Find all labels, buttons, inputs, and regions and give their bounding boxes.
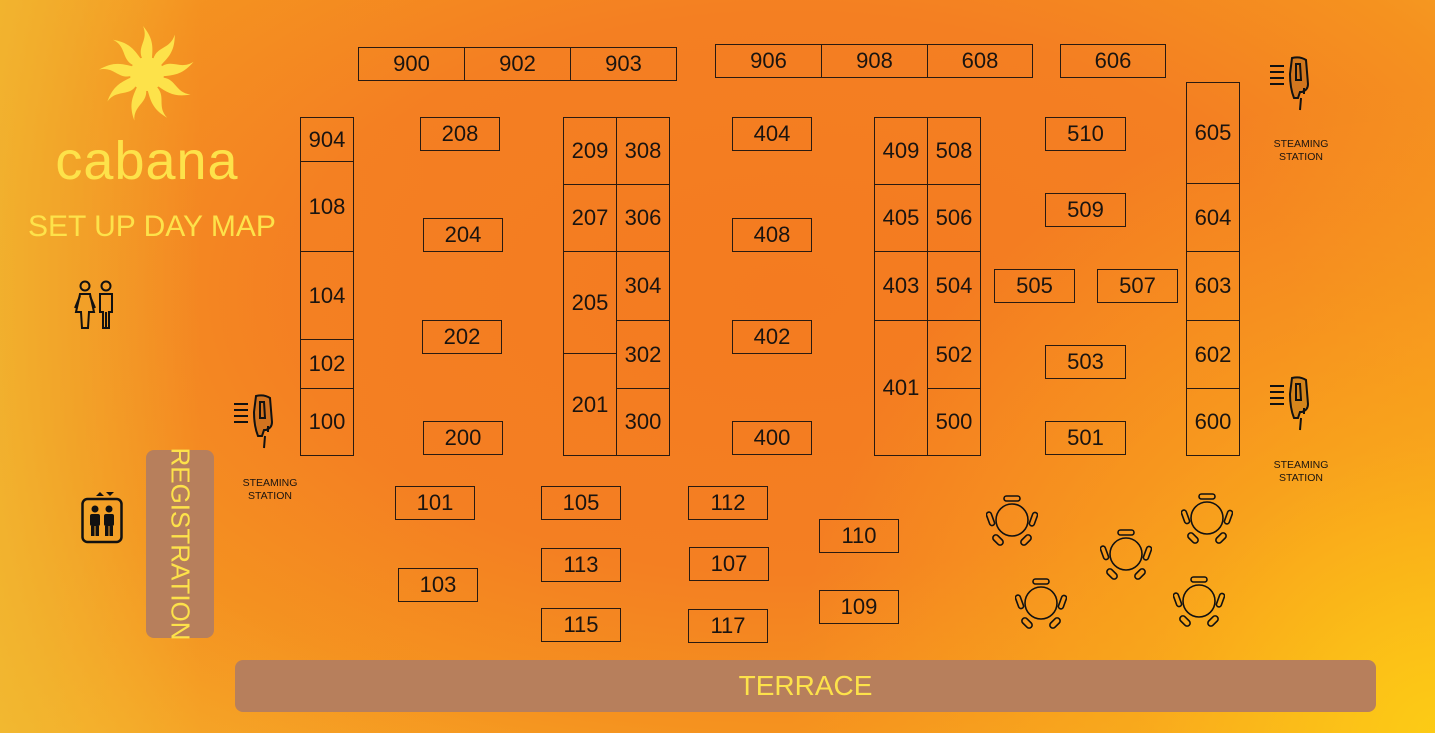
booth-304[interactable]: 304 — [616, 251, 670, 321]
round-table-icon — [1015, 578, 1067, 629]
booth-504[interactable]: 504 — [927, 251, 981, 321]
brand-logo-text: cabana — [55, 131, 239, 191]
booth-604[interactable]: 604 — [1186, 183, 1240, 252]
booth-605[interactable]: 605 — [1186, 82, 1240, 184]
booth-404[interactable]: 404 — [732, 117, 812, 151]
booth-110[interactable]: 110 — [819, 519, 899, 553]
booth-104[interactable]: 104 — [300, 251, 354, 340]
steamer-icon — [1270, 376, 1310, 431]
booth-405[interactable]: 405 — [874, 184, 928, 252]
booth-507[interactable]: 507 — [1097, 269, 1178, 303]
booth-205[interactable]: 205 — [563, 251, 617, 354]
booth-408[interactable]: 408 — [732, 218, 812, 252]
booth-202[interactable]: 202 — [422, 320, 502, 354]
booth-606[interactable]: 606 — [1060, 44, 1166, 78]
booth-906[interactable]: 906 — [715, 44, 822, 78]
booth-403[interactable]: 403 — [874, 251, 928, 321]
booth-207[interactable]: 207 — [563, 184, 617, 252]
booth-508[interactable]: 508 — [927, 117, 981, 185]
booth-602[interactable]: 602 — [1186, 320, 1240, 389]
booth-100[interactable]: 100 — [300, 388, 354, 456]
booth-902[interactable]: 902 — [464, 47, 571, 81]
round-table-icon — [1181, 493, 1233, 544]
booth-105[interactable]: 105 — [541, 486, 621, 520]
round-table-icon — [1100, 529, 1152, 580]
booth-109[interactable]: 109 — [819, 590, 899, 624]
booth-108[interactable]: 108 — [300, 161, 354, 252]
steamer-icon — [234, 394, 274, 449]
round-table-icon — [986, 495, 1038, 546]
booth-502[interactable]: 502 — [927, 320, 981, 389]
steaming-station-label: STEAMING STATION — [242, 477, 298, 502]
terrace-area: TERRACE — [235, 660, 1376, 712]
booth-102[interactable]: 102 — [300, 339, 354, 389]
booth-107[interactable]: 107 — [689, 547, 769, 581]
elevator-icon — [81, 492, 123, 544]
registration-label: REGISTRATION — [165, 447, 196, 641]
booth-401[interactable]: 401 — [874, 320, 928, 456]
booth-306[interactable]: 306 — [616, 184, 670, 252]
booth-603[interactable]: 603 — [1186, 251, 1240, 321]
booth-509[interactable]: 509 — [1045, 193, 1126, 227]
booth-908[interactable]: 908 — [821, 44, 928, 78]
booth-204[interactable]: 204 — [423, 218, 503, 252]
steamer-icon — [1270, 56, 1310, 111]
round-table-icon — [1173, 576, 1225, 627]
booth-903[interactable]: 903 — [570, 47, 677, 81]
sun-logo-icon — [99, 26, 194, 121]
booth-308[interactable]: 308 — [616, 117, 670, 185]
booth-200[interactable]: 200 — [423, 421, 503, 455]
booth-900[interactable]: 900 — [358, 47, 465, 81]
booth-400[interactable]: 400 — [732, 421, 812, 455]
booth-506[interactable]: 506 — [927, 184, 981, 252]
booth-300[interactable]: 300 — [616, 388, 670, 456]
booth-501[interactable]: 501 — [1045, 421, 1126, 455]
booth-209[interactable]: 209 — [563, 117, 617, 185]
booth-115[interactable]: 115 — [541, 608, 621, 642]
registration-area: REGISTRATION — [146, 447, 214, 641]
booth-113[interactable]: 113 — [541, 548, 621, 582]
booth-112[interactable]: 112 — [688, 486, 768, 520]
steaming-station-label: STEAMING STATION — [1273, 459, 1329, 484]
booth-402[interactable]: 402 — [732, 320, 812, 354]
booth-500[interactable]: 500 — [927, 388, 981, 456]
booth-103[interactable]: 103 — [398, 568, 478, 602]
booth-510[interactable]: 510 — [1045, 117, 1126, 151]
booth-302[interactable]: 302 — [616, 320, 670, 389]
restroom-icon — [74, 280, 113, 329]
steaming-station-label: STEAMING STATION — [1273, 138, 1329, 163]
booth-503[interactable]: 503 — [1045, 345, 1126, 379]
booth-208[interactable]: 208 — [420, 117, 500, 151]
map-title: SET UP DAY MAP — [28, 210, 276, 243]
booth-117[interactable]: 117 — [688, 609, 768, 643]
booth-600[interactable]: 600 — [1186, 388, 1240, 456]
booth-201[interactable]: 201 — [563, 353, 617, 456]
booth-904[interactable]: 904 — [300, 117, 354, 162]
booth-101[interactable]: 101 — [395, 486, 475, 520]
booth-608[interactable]: 608 — [927, 44, 1033, 78]
booth-505[interactable]: 505 — [994, 269, 1075, 303]
booth-409[interactable]: 409 — [874, 117, 928, 185]
